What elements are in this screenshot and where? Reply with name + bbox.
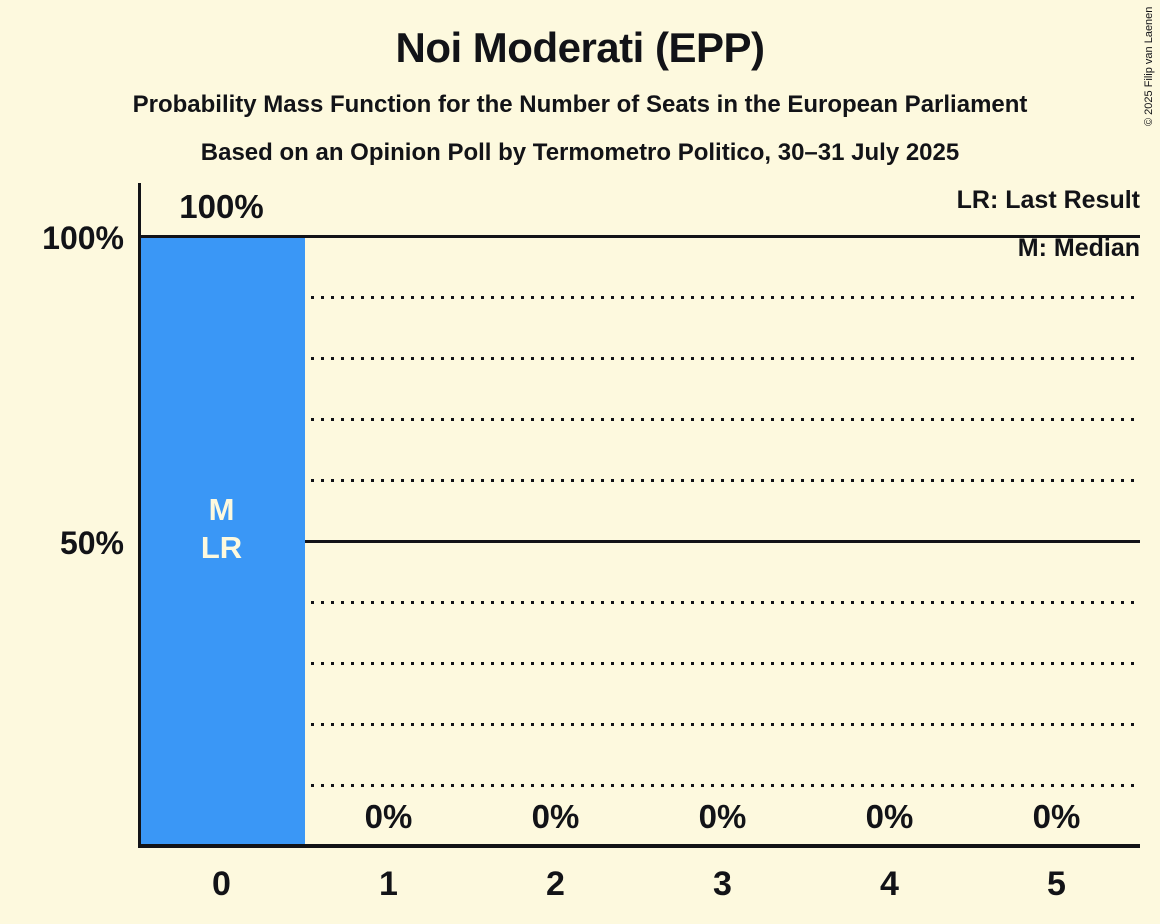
x-axis-label-2: 2: [546, 865, 565, 903]
x-axis-label-0: 0: [212, 865, 231, 903]
legend-median: M: Median: [1017, 234, 1140, 262]
bar-seats-0: [138, 238, 305, 848]
x-axis-label-4: 4: [880, 865, 899, 903]
median-last-result-annotation: M LR: [138, 491, 305, 567]
gridlines: [138, 183, 1140, 848]
bar-value-label-3: 0%: [698, 798, 747, 835]
annotation-line-m: M: [208, 492, 235, 527]
annotation-line-lr: LR: [200, 530, 243, 565]
bar-value-label-4: 0%: [865, 798, 914, 835]
y-axis-label-100pct: 100%: [42, 220, 124, 256]
legend-last-result: LR: Last Result: [956, 186, 1140, 214]
gridline-50pct: [141, 540, 1140, 543]
y-axis-line: [138, 183, 141, 848]
gridline-90pct: [141, 296, 1140, 299]
plot-area: 100% 0% 0% 0% 0% 0% M LR: [138, 183, 1140, 848]
x-axis-line: [138, 844, 1140, 848]
gridline-80pct: [141, 357, 1140, 360]
bar-value-label-5: 0%: [1032, 798, 1081, 835]
x-axis-label-3: 3: [713, 865, 732, 903]
x-axis-label-5: 5: [1047, 865, 1066, 903]
y-axis-label-50pct: 50%: [59, 525, 124, 561]
chart-title: Noi Moderati (EPP): [395, 24, 765, 71]
gridline-70pct: [141, 418, 1140, 421]
gridline-100pct: [141, 235, 1140, 238]
bars-container: 100% 0% 0% 0% 0% 0% M LR: [138, 183, 1140, 848]
x-axis-label-1: 1: [379, 865, 398, 903]
y-axis-labels: 100% 50%: [0, 0, 124, 924]
gridline-60pct: [141, 479, 1140, 482]
chart-subtitle-source: Based on an Opinion Poll by Termometro P…: [200, 139, 960, 166]
x-axis-labels: 0 1 2 3 4 5: [138, 862, 1140, 906]
bar-value-label-2: 0%: [531, 798, 580, 835]
chart-subtitle: Probability Mass Function for the Number…: [132, 91, 1028, 118]
gridline-20pct: [141, 723, 1140, 726]
gridline-10pct: [141, 784, 1140, 787]
bar-value-label-0: 100%: [179, 188, 264, 225]
gridline-40pct: [141, 601, 1140, 604]
bar-value-label-1: 0%: [364, 798, 413, 835]
gridline-30pct: [141, 662, 1140, 665]
